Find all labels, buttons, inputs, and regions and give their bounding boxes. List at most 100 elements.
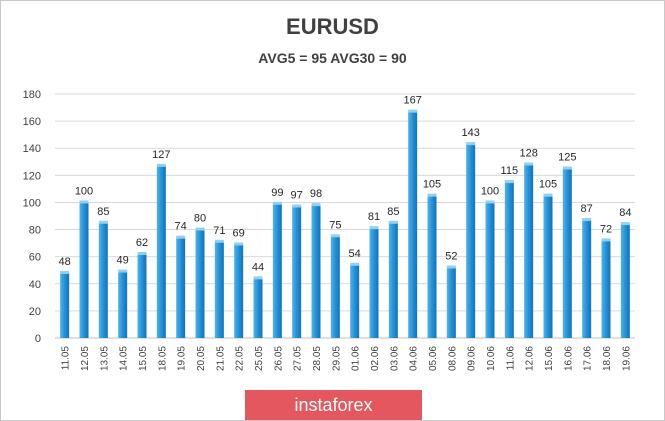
bar-top <box>485 200 495 204</box>
data-label: 54 <box>349 248 361 260</box>
x-tick-label: 27.05 <box>293 346 304 371</box>
y-tick-label: 40 <box>29 279 41 291</box>
bar <box>485 202 495 338</box>
y-axis: 0 20 40 60 80 100 120 140 160 180 <box>23 89 41 345</box>
bar <box>466 144 476 338</box>
bar-top <box>446 265 456 269</box>
bar-top <box>504 180 514 184</box>
bar-top <box>466 142 476 146</box>
bar-top <box>601 238 611 242</box>
x-axis: 11.05 12.05 13.05 14.05 15.05 18.05 19.05 20.05… <box>61 346 633 371</box>
data-label: 71 <box>213 225 225 237</box>
bar-top <box>562 166 572 170</box>
chart-subtitle: AVG5 = 95 AVG30 = 90 <box>258 50 407 66</box>
x-tick-label: 18.06 <box>602 346 613 371</box>
bar <box>272 203 282 338</box>
bar-top <box>137 251 147 255</box>
bar <box>543 195 553 338</box>
data-label: 49 <box>117 255 129 267</box>
x-tick-label: 13.05 <box>99 346 110 371</box>
x-tick-label: 15.05 <box>138 346 149 371</box>
gridlines <box>55 93 635 339</box>
bar <box>504 182 514 338</box>
x-tick-label: 04.06 <box>409 346 420 371</box>
data-label: 115 <box>501 165 519 177</box>
bar <box>60 272 70 338</box>
data-label: 52 <box>445 251 457 263</box>
data-label: 127 <box>152 149 170 161</box>
bar-top <box>524 162 534 166</box>
x-tick-label: 20.05 <box>196 346 207 371</box>
x-tick-label: 08.06 <box>447 346 458 371</box>
bar-top <box>214 239 224 243</box>
data-labels: 48 100 85 49 62 127 74 80 71 69 44 99 97 98 75 54 81 85 16… <box>59 95 632 274</box>
bar-top <box>292 204 302 208</box>
x-tick-label: 01.06 <box>351 346 362 371</box>
bar-top <box>234 242 244 246</box>
bar <box>562 168 572 338</box>
x-tick-label: 17.06 <box>583 346 594 371</box>
data-label: 44 <box>252 261 264 273</box>
y-tick-label: 120 <box>23 170 41 182</box>
x-tick-label: 21.05 <box>215 346 226 371</box>
bar <box>620 224 630 338</box>
data-label: 72 <box>600 223 612 235</box>
bar <box>118 271 128 338</box>
x-tick-label: 12.06 <box>525 346 536 371</box>
bar <box>214 241 224 338</box>
x-tick-label: 15.06 <box>544 346 555 371</box>
bar-top <box>582 218 592 222</box>
y-tick-label: 100 <box>23 197 41 209</box>
bar <box>79 202 89 338</box>
x-tick-label: 16.06 <box>563 346 574 371</box>
x-tick-label: 28.05 <box>312 346 323 371</box>
bar-top <box>156 163 166 167</box>
bar <box>369 228 379 338</box>
data-label: 85 <box>97 206 109 218</box>
bar-top <box>253 276 263 280</box>
bar <box>292 206 302 338</box>
chart-title: EURUSD <box>286 14 379 39</box>
data-label: 87 <box>581 203 593 215</box>
bar <box>582 220 592 338</box>
bar <box>330 236 340 338</box>
y-tick-label: 20 <box>29 306 41 318</box>
bar <box>388 222 398 338</box>
bar <box>601 240 611 338</box>
x-tick-label: 19.05 <box>177 346 188 371</box>
data-label: 69 <box>233 227 245 239</box>
bar-top <box>427 193 437 197</box>
y-tick-label: 80 <box>29 225 41 237</box>
data-label: 80 <box>194 213 206 225</box>
bars <box>60 109 630 338</box>
bar-top <box>98 220 108 224</box>
data-label: 97 <box>291 190 303 202</box>
x-tick-label: 18.05 <box>157 346 168 371</box>
bar-top <box>176 235 186 239</box>
x-tick-label: 22.05 <box>235 346 246 371</box>
data-label: 167 <box>403 95 421 107</box>
bar <box>253 278 263 338</box>
instaforex-watermark: instaforex <box>245 390 422 420</box>
x-tick-label: 14.05 <box>119 346 130 371</box>
y-tick-label: 140 <box>23 143 41 155</box>
data-label: 99 <box>271 187 283 199</box>
bar <box>311 205 321 338</box>
data-label: 125 <box>558 152 576 164</box>
bar <box>195 229 205 338</box>
x-tick-label: 02.06 <box>370 346 381 371</box>
data-label: 100 <box>481 185 499 197</box>
bar-top <box>195 227 205 231</box>
x-tick-label: 11.05 <box>61 346 72 371</box>
bar-top <box>79 200 89 204</box>
bar-top <box>118 269 128 273</box>
bar-top <box>369 226 379 230</box>
bar-top <box>272 201 282 205</box>
data-label: 48 <box>59 256 71 268</box>
x-tick-label: 29.05 <box>331 346 342 371</box>
x-tick-label: 12.05 <box>80 346 91 371</box>
bar <box>234 244 244 338</box>
bar-top <box>388 220 398 224</box>
